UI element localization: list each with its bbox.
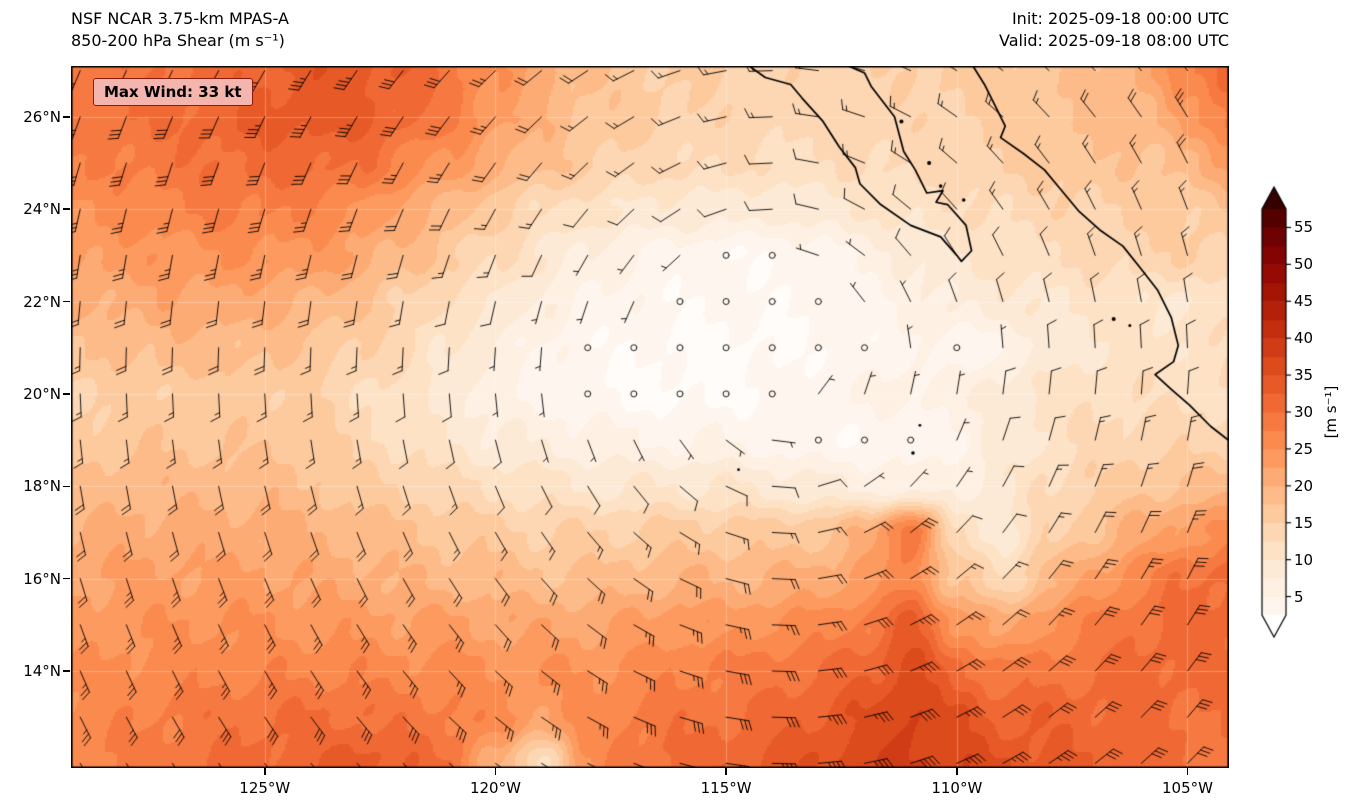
title-block: NSF NCAR 3.75-km MPAS-A 850-200 hPa Shea… xyxy=(71,8,289,52)
colorbar-tick-label: 35 xyxy=(1294,366,1314,385)
y-tick-mark xyxy=(63,116,70,118)
y-tick-mark xyxy=(63,300,70,303)
x-tick-label: 120°W xyxy=(469,779,521,797)
y-tick-mark xyxy=(63,393,70,395)
y-tick-label: 14°N xyxy=(23,662,61,680)
x-tick-label: 125°W xyxy=(239,779,291,797)
y-tick-label: 26°N xyxy=(23,107,61,126)
y-tick-mark xyxy=(63,485,70,488)
time-block: Init: 2025-09-18 00:00 UTC Valid: 2025-0… xyxy=(999,8,1229,52)
colorbar-tick-label: 55 xyxy=(1294,218,1314,237)
colorbar-tick-label: 40 xyxy=(1294,329,1314,348)
x-tick-label: 110°W xyxy=(931,779,983,797)
colorbar-canvas xyxy=(1256,182,1300,646)
y-tick-mark xyxy=(63,208,70,210)
x-tick-mark xyxy=(264,768,266,775)
y-tick-label: 18°N xyxy=(23,477,61,496)
y-tick-label: 20°N xyxy=(23,384,61,403)
colorbar-tick-label: 25 xyxy=(1294,439,1314,458)
x-tick-mark xyxy=(1186,768,1189,775)
product-title: 850-200 hPa Shear (m s⁻¹) xyxy=(71,31,285,50)
init-time: Init: 2025-09-18 00:00 UTC xyxy=(1011,9,1229,28)
y-tick-label: 24°N xyxy=(23,200,61,219)
colorbar-tick-label: 20 xyxy=(1294,476,1314,495)
x-tick-mark xyxy=(956,768,958,775)
x-tick-mark xyxy=(494,768,497,775)
max-wind-badge: Max Wind: 33 kt xyxy=(93,78,253,106)
valid-time: Valid: 2025-09-18 08:00 UTC xyxy=(998,31,1229,50)
colorbar-tick-label: 45 xyxy=(1294,292,1314,311)
colorbar-tick-label: 5 xyxy=(1294,587,1304,606)
shear-map-canvas xyxy=(71,66,1229,768)
colorbar-tick-label: 30 xyxy=(1294,403,1314,421)
x-tick-mark xyxy=(725,768,727,775)
y-tick-label: 16°N xyxy=(23,569,61,588)
colorbar-tick-label: 10 xyxy=(1294,550,1314,569)
colorbar-tick-label: 50 xyxy=(1294,255,1314,274)
y-tick-mark xyxy=(63,670,70,672)
y-tick-mark xyxy=(63,577,70,580)
colorbar-tick-label: 15 xyxy=(1294,513,1314,532)
x-tick-label: 105°W xyxy=(1161,779,1213,797)
y-tick-label: 22°N xyxy=(23,292,61,311)
x-tick-label: 115°W xyxy=(700,779,752,797)
model-title: NSF NCAR 3.75-km MPAS-A xyxy=(71,9,289,28)
